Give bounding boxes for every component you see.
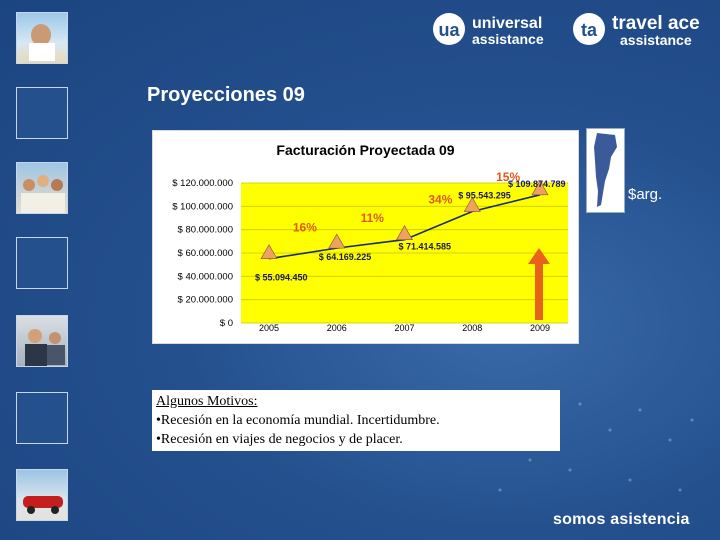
logo-universal-line2: assistance xyxy=(472,31,544,47)
classic-car-photo xyxy=(16,469,68,521)
chart-frame: Facturación Proyectada 09 $ 0 $ 20.000.00… xyxy=(152,130,579,344)
data-point xyxy=(395,225,414,240)
growth-label: 11% xyxy=(361,211,385,225)
data-label: $ 71.414.585 xyxy=(399,242,452,252)
chart-title: Facturación Proyectada 09 xyxy=(276,142,455,158)
data-point xyxy=(328,233,346,249)
empty-thumbnail xyxy=(16,392,68,444)
y-tick-label: $ 120.000.000 xyxy=(172,178,233,189)
slide-title: Proyecciones 09 xyxy=(147,84,305,106)
data-label: $ 95.543.295 xyxy=(458,191,511,201)
data-point xyxy=(531,180,549,196)
thumbnail-sidebar xyxy=(0,0,80,540)
logo-travelace-line1: travel ace xyxy=(612,13,700,34)
reason-bullet: •Recesión en viajes de negocios y de pla… xyxy=(156,432,403,447)
x-tick-label: 2009 xyxy=(530,323,550,333)
empty-thumbnail xyxy=(16,87,68,139)
logo-travelace-line2: assistance xyxy=(620,32,692,48)
growth-label: 34% xyxy=(428,193,452,207)
beach-couple-photo xyxy=(16,12,68,64)
reasons-heading: Algunos Motivos: xyxy=(156,394,258,409)
y-tick-label: $ 80.000.000 xyxy=(178,225,233,236)
growth-label: 16% xyxy=(293,220,317,234)
svg-text:ua: ua xyxy=(438,20,460,40)
data-label: $ 109.874.789 xyxy=(508,179,566,189)
friends-group-photo xyxy=(16,162,68,214)
svg-text:ta: ta xyxy=(581,20,598,40)
y-tick-label: $ 0 xyxy=(220,318,233,329)
currency-unit-label: $arg. xyxy=(628,186,663,203)
y-tick-label: $ 40.000.000 xyxy=(178,271,233,282)
logo-universal-line1: universal xyxy=(472,15,543,32)
argentina-map xyxy=(586,128,625,213)
x-tick-label: 2006 xyxy=(327,323,347,333)
data-label: $ 55.094.450 xyxy=(255,273,308,283)
growth-label: 15% xyxy=(496,170,520,184)
reasons-notes: Algunos Motivos: •Recesión en la economí… xyxy=(152,390,560,451)
tagline: somos asistencia xyxy=(553,511,690,528)
data-point xyxy=(463,196,481,212)
universal-assistance-logo: ua universal assistance xyxy=(432,12,562,50)
travel-ace-logo: ta travel ace assistance xyxy=(572,12,712,50)
x-tick-label: 2008 xyxy=(462,323,482,333)
data-point xyxy=(260,244,278,260)
data-label: $ 64.169.225 xyxy=(319,252,372,262)
x-tick-label: 2005 xyxy=(259,323,279,333)
business-people-photo xyxy=(16,315,68,367)
line-chart: $ 0 $ 20.000.000 $ 40.000.000 $ 60.000.000 $… xyxy=(172,170,568,333)
reason-bullet: •Recesión en la economía mundial. Incert… xyxy=(156,413,440,428)
y-tick-label: $ 60.000.000 xyxy=(178,248,233,259)
empty-thumbnail xyxy=(16,237,68,289)
y-tick-label: $ 100.000.000 xyxy=(172,201,233,212)
up-arrow-icon xyxy=(528,248,550,320)
x-tick-label: 2007 xyxy=(394,323,414,333)
y-tick-label: $ 20.000.000 xyxy=(178,295,233,306)
